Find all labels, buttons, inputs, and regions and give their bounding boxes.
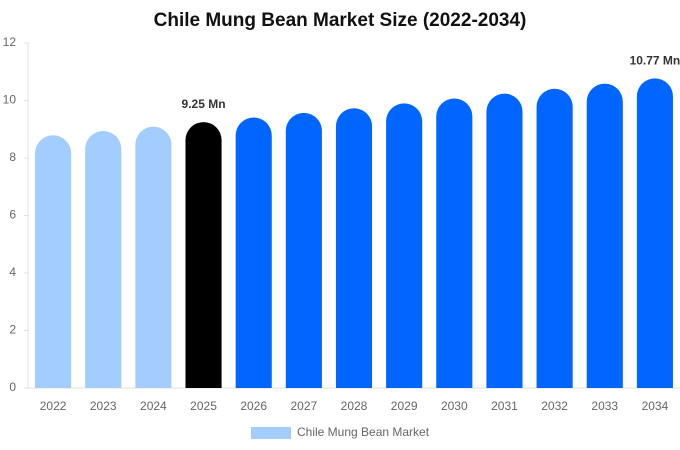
- bar: [135, 126, 172, 389]
- bar: [85, 130, 122, 389]
- y-tick-label: 12: [3, 35, 17, 49]
- x-tick-label: 2030: [441, 399, 468, 413]
- bar: [285, 112, 322, 388]
- chart-title: Chile Mung Bean Market Size (2022-2034): [154, 10, 527, 31]
- bar: [185, 122, 222, 389]
- x-tick-label: 2032: [541, 399, 568, 413]
- bar: [35, 135, 72, 388]
- x-tick-label: 2034: [642, 399, 669, 413]
- bar: [335, 108, 373, 388]
- x-tick-label: 2029: [391, 399, 418, 413]
- bar: [386, 103, 423, 388]
- y-tick-label: 4: [9, 265, 16, 279]
- legend-label: Chile Mung Bean Market: [297, 425, 430, 439]
- x-tick-label: 2027: [290, 399, 317, 413]
- bar: [636, 78, 673, 389]
- x-tick-label: 2033: [591, 399, 618, 413]
- bar: [536, 88, 573, 389]
- x-tick-label: 2028: [341, 399, 368, 413]
- bar: [235, 117, 272, 389]
- bar: [586, 83, 623, 389]
- x-tick-label: 2031: [491, 399, 518, 413]
- y-tick-label: 6: [9, 208, 16, 222]
- legend-swatch: [251, 427, 291, 439]
- y-tick-label: 2: [9, 323, 16, 337]
- x-tick-label: 2026: [240, 399, 267, 413]
- bar: [436, 98, 473, 388]
- x-tick-label: 2022: [40, 399, 67, 413]
- value-label: 10.77 Mn: [630, 54, 680, 68]
- x-tick-label: 2023: [90, 399, 117, 413]
- y-tick-label: 10: [3, 93, 17, 107]
- bar: [486, 93, 523, 388]
- x-tick-label: 2024: [140, 399, 167, 413]
- value-label: 9.25 Mn: [182, 97, 226, 111]
- y-tick-label: 8: [9, 150, 16, 164]
- x-tick-label: 2025: [190, 399, 217, 413]
- y-tick-label: 0: [9, 380, 16, 394]
